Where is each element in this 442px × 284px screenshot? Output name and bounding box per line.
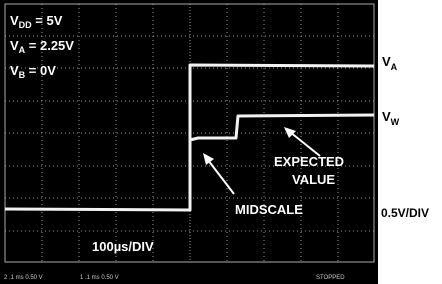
status: 2 .1 ms 0.50 V — [4, 275, 43, 281]
annotation: VALUE — [292, 172, 335, 187]
status: STOPPED — [316, 275, 345, 281]
symbol: V — [382, 54, 391, 69]
subscript: W — [391, 117, 400, 127]
value: = 0V — [25, 63, 56, 78]
scope-screenshot: VDD = 5V VA = 2.25V VB = 0V EXPECTED VAL… — [0, 0, 442, 284]
setting: VDD = 5V — [10, 13, 63, 30]
symbol: V — [10, 63, 19, 78]
symbol: V — [10, 13, 19, 28]
annotation: MIDSCALE — [235, 202, 303, 217]
vertical-scale: 0.5V/DIV — [381, 206, 429, 220]
status: 1 .1 ms 0.50 V — [80, 275, 119, 281]
setting: VB = 0V — [10, 63, 56, 80]
channel-label: VW — [382, 109, 400, 127]
channel-label: VA — [382, 54, 398, 72]
subscript: A — [391, 62, 398, 72]
value: = 5V — [32, 13, 63, 28]
annotation: EXPECTED — [274, 154, 344, 169]
subscript: DD — [19, 20, 32, 30]
symbol: V — [10, 38, 19, 53]
symbol: V — [382, 109, 391, 124]
value: = 2.25V — [25, 38, 74, 53]
time-scale: 100µs/DIV — [92, 239, 154, 254]
